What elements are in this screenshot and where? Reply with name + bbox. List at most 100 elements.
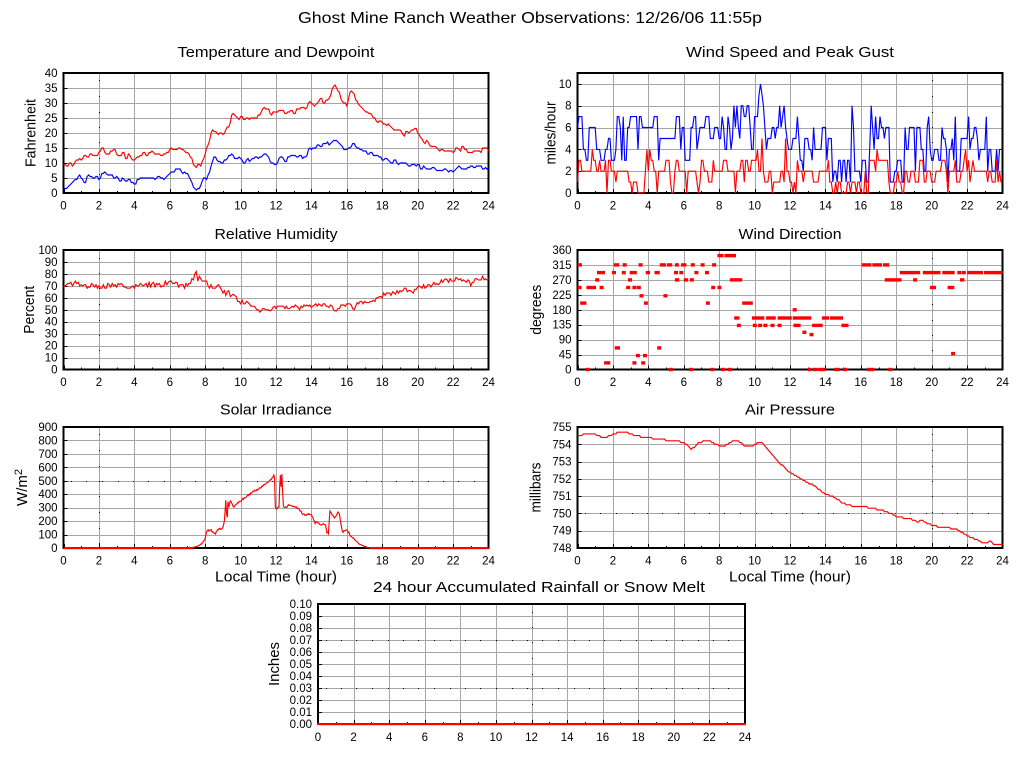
svg-text:40: 40: [45, 68, 58, 80]
svg-text:Percent: Percent: [21, 285, 38, 334]
svg-text:24: 24: [996, 556, 1009, 568]
svg-text:20: 20: [925, 377, 938, 389]
svg-text:18: 18: [890, 201, 903, 213]
svg-text:2: 2: [96, 556, 102, 568]
svg-text:18: 18: [632, 732, 645, 744]
svg-text:24: 24: [482, 377, 495, 389]
svg-text:10: 10: [234, 556, 247, 568]
svg-text:14: 14: [819, 556, 832, 568]
svg-text:8: 8: [716, 377, 722, 389]
svg-text:Fahrenheit: Fahrenheit: [23, 98, 40, 167]
svg-text:8: 8: [716, 556, 722, 568]
svg-text:0.04: 0.04: [290, 671, 313, 683]
svg-text:12: 12: [525, 732, 538, 744]
svg-text:2: 2: [610, 556, 616, 568]
svg-text:0: 0: [51, 365, 57, 377]
svg-text:6: 6: [681, 201, 687, 213]
svg-text:500: 500: [38, 476, 57, 488]
svg-text:754: 754: [552, 439, 572, 451]
svg-text:2: 2: [565, 166, 571, 178]
svg-text:4: 4: [565, 144, 572, 156]
svg-text:0.08: 0.08: [290, 623, 312, 635]
svg-text:20: 20: [411, 556, 424, 568]
svg-text:20: 20: [925, 201, 938, 213]
svg-text:315: 315: [552, 260, 571, 272]
svg-text:0: 0: [574, 201, 580, 213]
svg-text:24: 24: [739, 732, 752, 744]
svg-text:0: 0: [51, 188, 57, 200]
svg-text:6: 6: [167, 377, 173, 389]
svg-text:0: 0: [315, 732, 321, 744]
svg-text:0: 0: [60, 377, 66, 389]
svg-text:8: 8: [716, 201, 722, 213]
svg-text:16: 16: [854, 201, 867, 213]
svg-text:20: 20: [667, 732, 680, 744]
svg-text:16: 16: [854, 556, 867, 568]
svg-text:15: 15: [45, 143, 58, 155]
svg-text:10: 10: [748, 377, 761, 389]
svg-text:6: 6: [565, 123, 571, 135]
svg-text:Solar Irradiance: Solar Irradiance: [220, 402, 332, 419]
svg-text:22: 22: [961, 377, 974, 389]
svg-text:14: 14: [819, 377, 832, 389]
svg-text:35: 35: [45, 83, 58, 95]
svg-text:Relative Humidity: Relative Humidity: [215, 226, 339, 243]
svg-text:14: 14: [305, 201, 318, 213]
svg-text:24: 24: [996, 201, 1009, 213]
svg-text:20: 20: [45, 341, 58, 353]
svg-text:2: 2: [96, 377, 102, 389]
svg-text:0: 0: [565, 365, 571, 377]
svg-text:4: 4: [131, 201, 138, 213]
svg-text:4: 4: [645, 556, 652, 568]
svg-text:0: 0: [574, 556, 580, 568]
svg-text:6: 6: [422, 732, 428, 744]
svg-text:0: 0: [60, 556, 66, 568]
svg-text:752: 752: [552, 474, 571, 486]
svg-text:24: 24: [482, 201, 495, 213]
svg-text:751: 751: [552, 491, 571, 503]
svg-text:4: 4: [386, 732, 393, 744]
svg-text:180: 180: [552, 305, 571, 317]
svg-text:12: 12: [270, 556, 283, 568]
svg-text:0.01: 0.01: [290, 707, 312, 719]
svg-text:0: 0: [565, 188, 571, 200]
svg-text:8: 8: [457, 732, 463, 744]
svg-text:16: 16: [854, 377, 867, 389]
svg-text:20: 20: [411, 201, 424, 213]
svg-text:W/m2: W/m2: [13, 469, 31, 506]
svg-text:30: 30: [45, 98, 58, 110]
svg-text:6: 6: [167, 556, 173, 568]
svg-text:4: 4: [645, 377, 652, 389]
svg-text:16: 16: [340, 201, 353, 213]
svg-text:16: 16: [596, 732, 609, 744]
svg-text:6: 6: [167, 201, 173, 213]
svg-text:6: 6: [681, 377, 687, 389]
svg-text:miles/hour: miles/hour: [543, 102, 560, 165]
svg-text:2: 2: [610, 201, 616, 213]
svg-text:270: 270: [552, 275, 571, 287]
svg-text:90: 90: [45, 257, 58, 269]
svg-text:0: 0: [51, 543, 57, 555]
svg-text:Temperature and Dewpoint: Temperature and Dewpoint: [178, 44, 376, 61]
svg-text:40: 40: [45, 317, 58, 329]
svg-text:0.03: 0.03: [290, 683, 312, 695]
svg-text:60: 60: [45, 293, 58, 305]
svg-text:22: 22: [447, 556, 460, 568]
svg-text:22: 22: [447, 201, 460, 213]
svg-text:24: 24: [996, 377, 1009, 389]
svg-text:30: 30: [45, 329, 58, 341]
svg-text:10: 10: [490, 732, 503, 744]
svg-text:6: 6: [681, 556, 687, 568]
svg-text:50: 50: [45, 305, 58, 317]
svg-text:14: 14: [819, 201, 832, 213]
svg-text:0: 0: [60, 201, 66, 213]
svg-text:12: 12: [270, 377, 283, 389]
svg-text:20: 20: [411, 377, 424, 389]
svg-text:2: 2: [610, 377, 616, 389]
svg-text:2: 2: [96, 201, 102, 213]
svg-text:20: 20: [45, 128, 58, 140]
svg-text:14: 14: [305, 556, 318, 568]
svg-text:25: 25: [45, 113, 58, 125]
svg-text:10: 10: [234, 201, 247, 213]
svg-text:8: 8: [202, 556, 208, 568]
